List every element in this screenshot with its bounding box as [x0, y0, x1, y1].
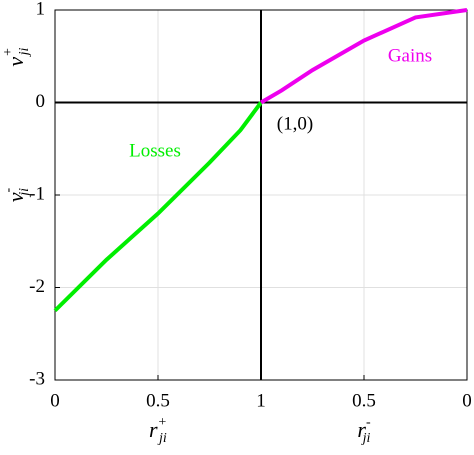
series-label: Losses: [129, 140, 181, 161]
y-tick-label: 1: [36, 0, 46, 19]
x-tick-label: 1: [256, 390, 266, 411]
y-tick-label: -2: [29, 276, 45, 297]
y-tick-label: 0: [36, 91, 46, 112]
x-tick-label: 0.5: [352, 390, 376, 411]
label-sup: -: [366, 415, 371, 430]
y-tick-label: -1: [29, 183, 45, 204]
y-tick-label: -3: [29, 368, 45, 389]
label-base: r: [149, 417, 158, 442]
x-tick-label: 0: [462, 390, 472, 411]
line-series: [53, 101, 263, 313]
axis-label: v+ji: [1, 47, 32, 66]
plot-frame: [54, 9, 468, 381]
line-series: [259, 8, 468, 105]
label-sup: -: [1, 187, 16, 192]
label-sup: +: [158, 415, 167, 430]
label-base: v: [3, 192, 28, 202]
label-base: r: [357, 417, 366, 442]
label-sub: ji: [361, 431, 371, 446]
label-base: v: [3, 57, 28, 67]
label-sub: ji: [17, 48, 32, 58]
series-label: Gains: [388, 45, 432, 66]
label-sup: +: [1, 47, 16, 56]
axis-label: r+ ji: [149, 415, 167, 446]
axis-label: v-ji: [1, 187, 32, 202]
label-sub: ji: [17, 188, 32, 198]
annotation: (1,0): [277, 113, 313, 134]
label-sub: ji: [157, 431, 167, 446]
x-tick-label: 0: [50, 390, 60, 411]
x-tick-label: 0.5: [146, 390, 170, 411]
axis-label: r-ji: [357, 415, 371, 446]
